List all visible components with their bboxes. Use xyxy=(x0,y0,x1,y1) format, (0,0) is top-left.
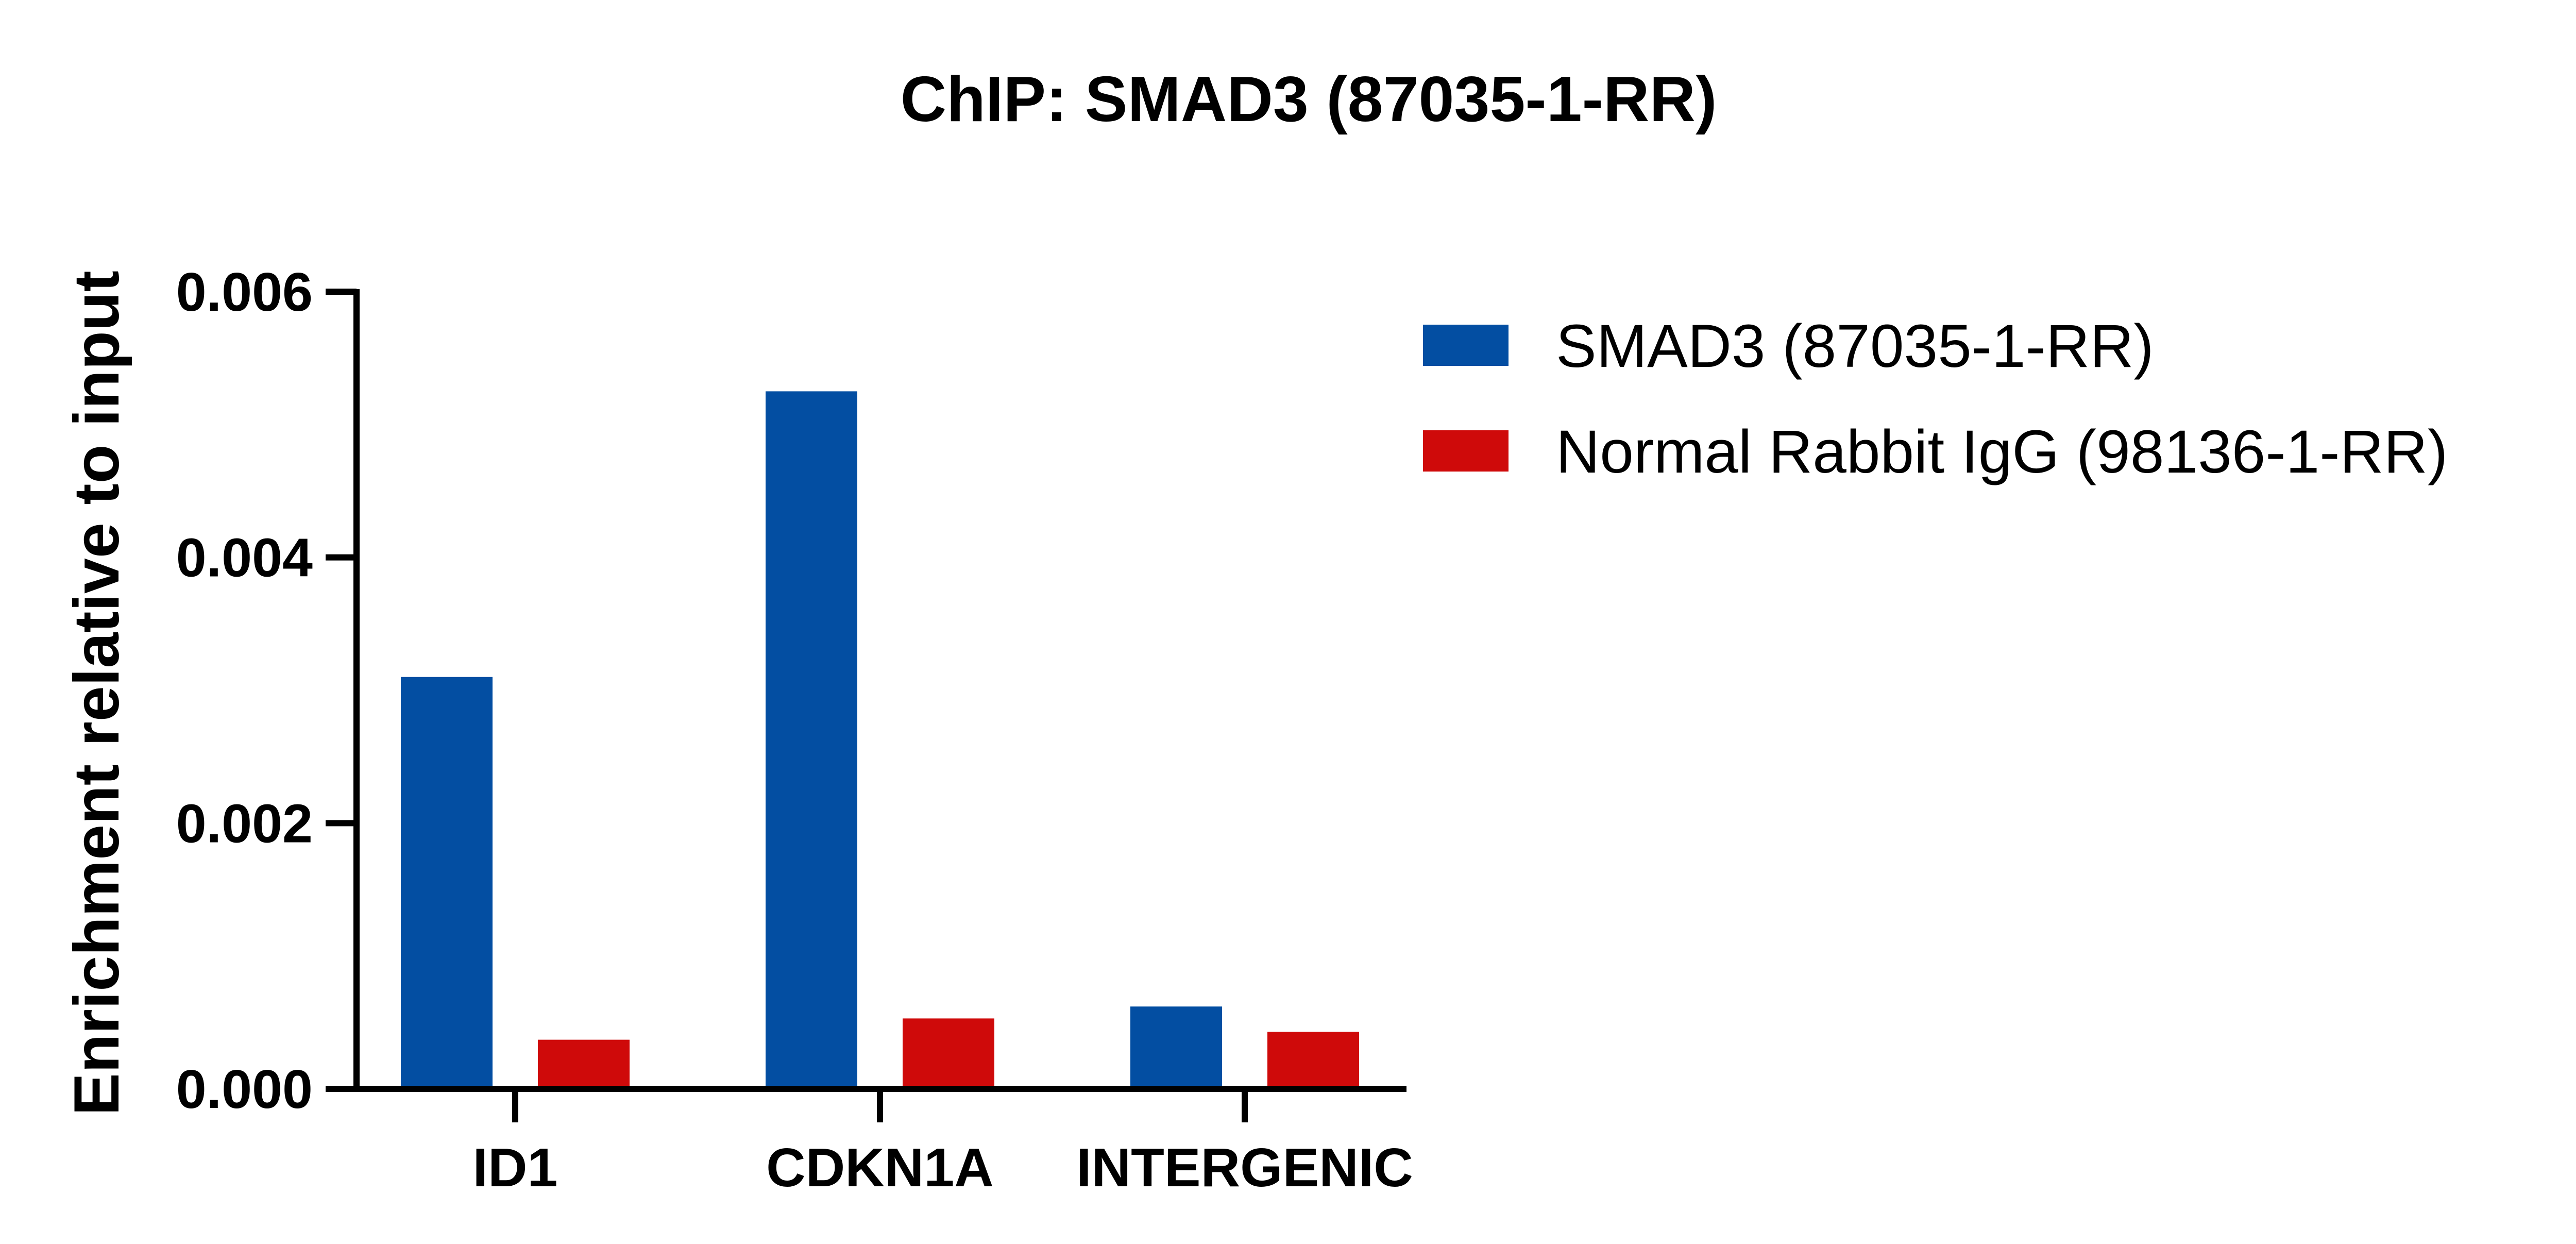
legend-swatch-smad3 xyxy=(1423,325,1509,366)
chart-title: ChIP: SMAD3 (87035-1-RR) xyxy=(901,64,1717,135)
bar-smad3-id1 xyxy=(401,677,493,1089)
y-ticks-group: 0.000 0.002 0.004 0.006 xyxy=(176,262,357,1120)
y-axis-label: Enrichment relative to input xyxy=(61,271,132,1116)
bar-igg-cdkn1a xyxy=(903,1018,994,1089)
legend-swatch-igg xyxy=(1423,430,1509,472)
legend: SMAD3 (87035-1-RR) Normal Rabbit IgG (981… xyxy=(1423,312,2448,486)
bar-smad3-cdkn1a xyxy=(766,391,857,1089)
bar-smad3-intergenic xyxy=(1130,1006,1222,1089)
bar-igg-id1 xyxy=(538,1039,630,1089)
y-tick-label: 0.002 xyxy=(176,793,313,854)
axes-group xyxy=(353,289,1406,1092)
y-tick-label: 0.004 xyxy=(176,528,313,589)
x-tick-label-intergenic: INTERGENIC xyxy=(1076,1137,1413,1198)
bars-group xyxy=(401,391,1359,1089)
x-tick-label-cdkn1a: CDKN1A xyxy=(766,1137,994,1198)
legend-label-igg: Normal Rabbit IgG (98136-1-RR) xyxy=(1556,418,2448,486)
x-ticks-group: ID1 CDKN1A INTERGENIC xyxy=(473,1089,1413,1198)
bar-igg-intergenic xyxy=(1267,1032,1359,1089)
y-tick-label: 0.000 xyxy=(176,1059,313,1120)
x-tick-label-id1: ID1 xyxy=(473,1137,558,1198)
y-tick-label: 0.006 xyxy=(176,262,313,323)
legend-label-smad3: SMAD3 (87035-1-RR) xyxy=(1556,312,2154,380)
